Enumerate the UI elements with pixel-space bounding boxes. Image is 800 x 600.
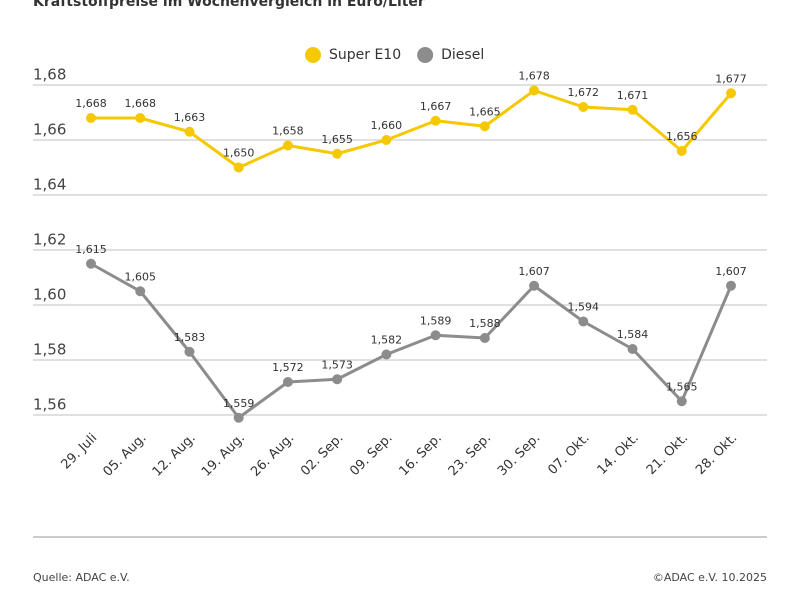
data-label: 1,671 — [617, 89, 649, 102]
data-point — [282, 377, 293, 387]
data-point — [578, 316, 589, 327]
data-label: 1,573 — [321, 358, 353, 371]
data-point — [676, 146, 687, 156]
x-tick-label: 02. Sep. — [298, 431, 346, 479]
data-point — [479, 121, 490, 132]
data-label: 1,589 — [420, 314, 452, 327]
data-label: 1,615 — [75, 243, 107, 256]
legend-label: Super E10 — [329, 47, 401, 63]
data-label: 1,660 — [371, 119, 403, 132]
x-tick-label: 26. Aug. — [248, 431, 297, 480]
legend-marker — [305, 47, 321, 63]
series-line — [90, 262, 733, 420]
data-point — [332, 374, 343, 385]
data-label: 1,678 — [518, 70, 550, 83]
y-tick-label: 1,62 — [33, 231, 66, 249]
y-tick-label: 1,64 — [33, 176, 66, 194]
legend-marker — [417, 47, 434, 63]
data-point — [627, 104, 638, 115]
data-point — [233, 412, 244, 423]
data-point — [381, 349, 392, 360]
x-tick-label: 07. Okt. — [545, 431, 592, 478]
source: Quelle: ADAC e.V. — [33, 571, 130, 584]
y-tick-label: 1,68 — [33, 66, 66, 84]
data-point — [529, 85, 540, 96]
x-tick-label: 12. Aug. — [150, 431, 199, 480]
x-tick-label: 14. Okt. — [595, 431, 642, 478]
data-label: 1,663 — [174, 111, 206, 124]
data-label: 1,594 — [568, 301, 600, 314]
y-tick-label: 1,66 — [33, 121, 66, 139]
x-tick-label: 05. Aug. — [101, 431, 150, 480]
x-tick-label: 29. Juli — [59, 431, 101, 473]
data-point — [578, 102, 589, 112]
data-point — [184, 126, 195, 137]
data-label: 1,677 — [715, 72, 747, 85]
x-tick-label: 23. Sep. — [446, 431, 494, 479]
data-label: 1,584 — [617, 328, 649, 341]
data-label: 1,607 — [518, 265, 550, 278]
chart-title: Kraftstoffpreise im Wochenvergleich in E… — [33, 0, 425, 10]
legend-label: Diesel — [441, 47, 484, 63]
data-label: 1,668 — [75, 97, 107, 110]
x-tick-label: 28. Okt. — [693, 431, 740, 478]
data-label: 1,565 — [666, 380, 698, 393]
data-label: 1,583 — [174, 331, 206, 344]
data-label: 1,650 — [223, 147, 255, 160]
data-point — [184, 346, 195, 357]
data-label: 1,656 — [666, 130, 698, 143]
data-point — [529, 280, 540, 291]
data-label: 1,588 — [469, 317, 501, 330]
data-label: 1,572 — [272, 361, 304, 374]
x-tick-label: 19. Aug. — [199, 431, 248, 480]
y-tick-label: 1,60 — [33, 286, 66, 304]
data-point — [430, 330, 441, 341]
data-label: 1,665 — [469, 105, 501, 118]
series-line — [91, 89, 733, 169]
data-label: 1,607 — [715, 265, 747, 278]
data-point — [86, 258, 96, 269]
data-label: 1,658 — [272, 125, 304, 138]
data-point — [135, 113, 146, 123]
data-label: 1,655 — [321, 133, 353, 146]
data-point — [726, 280, 736, 291]
data-label: 1,668 — [124, 97, 156, 110]
data-point — [430, 115, 441, 126]
data-point — [676, 396, 687, 407]
x-tick-label: 30. Sep. — [495, 431, 543, 479]
data-point — [233, 162, 244, 173]
data-point — [479, 333, 490, 343]
data-label: 1,672 — [568, 86, 600, 99]
data-label: 1,667 — [420, 100, 452, 113]
x-tick-label: 21. Okt. — [644, 431, 691, 478]
x-tick-label: 09. Sep. — [347, 431, 395, 479]
data-point — [282, 140, 293, 151]
data-point — [726, 88, 736, 99]
y-tick-label: 1,56 — [33, 396, 66, 414]
data-label: 1,582 — [371, 334, 403, 347]
data-label: 1,605 — [124, 270, 156, 283]
data-point — [381, 135, 392, 145]
x-tick-label: 16. Sep. — [397, 431, 445, 479]
copyright: ©ADAC e.V. 10.2025 — [653, 571, 767, 584]
data-label: 1,559 — [223, 397, 255, 410]
data-point — [332, 148, 343, 159]
data-point — [627, 344, 638, 354]
y-tick-label: 1,58 — [33, 341, 66, 359]
data-point — [86, 113, 96, 123]
data-point — [135, 286, 146, 297]
